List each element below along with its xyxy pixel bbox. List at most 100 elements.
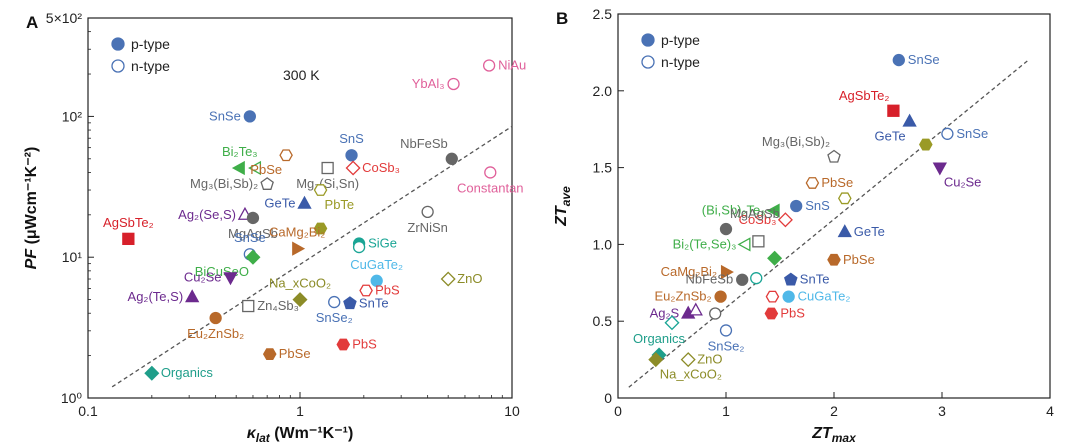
point-label-eu-znsb: Eu₂ZnSb₂	[187, 326, 244, 341]
legend-marker	[641, 33, 655, 47]
point-mg-si-sn	[321, 161, 334, 175]
point-label-agsbte: AgSbTe₂	[839, 88, 890, 103]
point-label-nbfesb: NbFeSb	[400, 136, 448, 151]
x-axis-label-sub: max	[832, 431, 857, 445]
point-pbse	[279, 149, 293, 162]
point-eu-znsb	[714, 290, 727, 303]
y-tick-label: 5×10²	[46, 10, 83, 26]
y-axis-label-main: PF	[23, 248, 40, 270]
point-label-snse: SnSe₂	[316, 310, 353, 325]
point-gete	[297, 195, 312, 209]
point-snte	[343, 296, 357, 310]
panel-b: 0 1 2 3 400.51.01.52.02.5BZTmaxZTavep-typen-…	[553, 6, 1054, 445]
y-tick-label: 10¹	[62, 249, 83, 265]
point-pbs	[764, 307, 779, 320]
point-label-snse: SnSe	[908, 52, 940, 67]
x-tick-label: 1	[722, 403, 730, 419]
point-cugate	[782, 290, 795, 303]
point-label-nbfesb: NbFeSb	[685, 272, 733, 287]
legend-marker	[641, 55, 655, 69]
point-label-cosb: CoSb₃	[739, 212, 777, 227]
point-bi-te-se	[737, 237, 751, 252]
point-label-mg-bi-sb: Mg₃(Bi,Sb)₂	[190, 176, 258, 191]
point-label-cu-se: Cu₂Se	[944, 175, 982, 190]
point-ag-te-s	[185, 289, 200, 303]
y-tick-label: 10²	[62, 108, 83, 124]
point-label-pbs: PbS	[780, 306, 805, 321]
point-label-organics: Organics	[633, 331, 686, 346]
y-tick-label: 0.5	[593, 313, 613, 329]
point-mgagsb	[246, 211, 260, 225]
point-label-cugate: CuGaTe₂	[350, 257, 403, 272]
point-label-pbte: PbTe	[325, 197, 355, 212]
legend-label: n-type	[661, 54, 700, 70]
point-pbse-p	[262, 348, 277, 360]
point-sns	[790, 199, 803, 213]
x-tick-label: 3	[938, 403, 946, 419]
point-label-pbs-n: PbS	[375, 283, 400, 298]
point-nbfesb	[736, 273, 749, 286]
panel-letter: A	[26, 13, 38, 32]
point-bi-sb-te	[766, 203, 780, 218]
point-sige-n	[750, 272, 763, 285]
point-agsbte	[122, 232, 135, 246]
point-bi-te	[231, 160, 245, 176]
y-tick-label: 0	[604, 390, 612, 406]
point-na-xcoo	[648, 352, 664, 368]
point-cosb	[777, 212, 793, 228]
point-label-gete: GeTe	[264, 196, 295, 211]
point-pbs-n	[765, 290, 780, 303]
y-axis-label-sub: ave	[559, 186, 573, 206]
x-axis-label-main: ZT	[811, 425, 833, 442]
x-axis-label: ZTmax	[811, 425, 857, 445]
point-gete-n	[837, 224, 852, 238]
trend-line	[111, 125, 513, 388]
point-mg-si-sn	[752, 235, 765, 248]
panel-letter: B	[556, 9, 568, 28]
point-label-cugate: CuGaTe₂	[798, 289, 851, 304]
point-pbte-p	[918, 138, 933, 151]
x-tick-label: 2	[830, 403, 838, 419]
point-cosb	[345, 160, 361, 176]
point-zno	[680, 352, 696, 368]
point-snse	[243, 110, 256, 123]
point-label-ybal: YbAl₃	[412, 76, 445, 91]
legend-label: p-type	[131, 36, 170, 52]
point-label-mg-bi-sb: Mg₃(Bi,Sb)₂	[762, 134, 830, 149]
point-label-pbse: PbSe	[250, 162, 282, 177]
point-label-cu-se: Cu₂Se	[184, 269, 222, 284]
point-label-zrnisn: ZrNiSn	[407, 220, 447, 235]
point-constantan	[484, 166, 497, 179]
point-bi-te-n	[248, 160, 262, 176]
y-tick-label: 1.0	[593, 236, 613, 252]
point-pbte-n	[837, 192, 852, 205]
y-axis-label-unit: (μWcm⁻¹K⁻²)	[23, 147, 40, 249]
point-label-bi-sb-te: (Bi,Sb)₂Te₃	[702, 203, 766, 218]
point-ag-s-n	[688, 302, 703, 316]
x-axis-label-sub: lat	[256, 431, 271, 445]
point-label-organics: Organics	[161, 365, 214, 380]
point-zrnisn	[709, 307, 722, 320]
point-eu-znsb	[209, 311, 222, 325]
y-axis-label: ZTave	[553, 186, 573, 227]
y-tick-label: 2.0	[593, 83, 613, 99]
point-label-bi-te: Bi₂Te₃	[222, 144, 258, 159]
y-tick-label: 1.5	[593, 160, 613, 176]
x-axis-label-unit: (Wm⁻¹K⁻¹)	[270, 425, 354, 442]
point-zn-sb	[242, 299, 255, 313]
point-pbse-p	[827, 253, 841, 266]
point-label-pbse-p: PbSe	[279, 346, 311, 361]
point-organics	[144, 365, 160, 381]
x-tick-label: 10	[504, 403, 520, 419]
point-camg-bi	[720, 264, 734, 280]
point-label-sns: SnS	[339, 131, 364, 146]
trend-line	[628, 59, 1029, 388]
x-tick-label: 1	[296, 403, 304, 419]
point-label-snse: SnSe	[209, 108, 241, 123]
point-bicuseo	[245, 249, 261, 265]
point-ybal	[447, 77, 460, 91]
point-label-sns: SnS	[805, 198, 830, 213]
point-label-na-xcoo: Na_xCoO₂	[269, 276, 331, 291]
point-label-constantan: Constantan	[457, 180, 524, 195]
point-niau	[482, 59, 496, 72]
